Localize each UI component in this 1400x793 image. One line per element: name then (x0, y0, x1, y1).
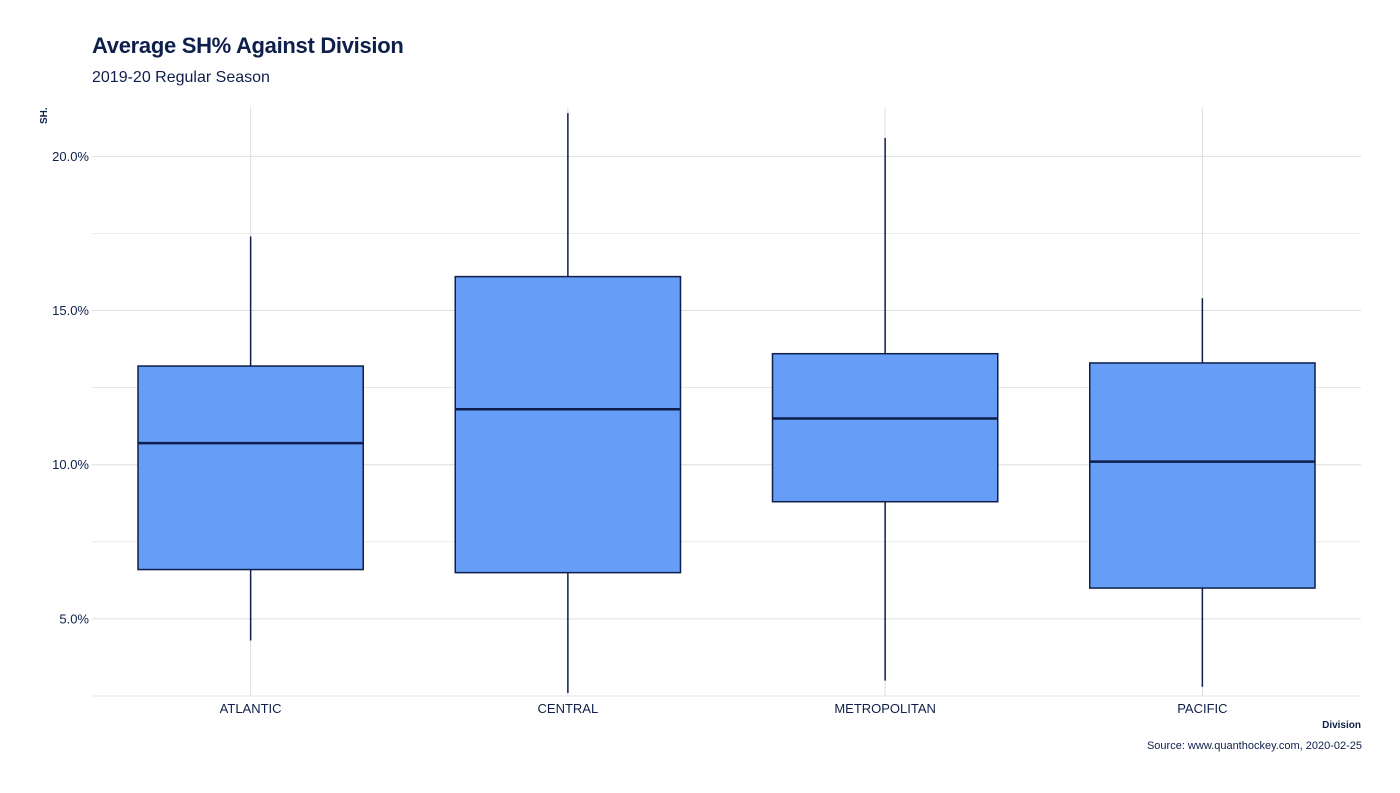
x-tick-label: PACIFIC (1177, 701, 1227, 716)
x-tick-label: CENTRAL (538, 701, 599, 716)
y-axis-title: SH. (39, 107, 50, 124)
y-tick-label: 20.0% (52, 149, 89, 164)
chart-title: Average SH% Against Division (92, 33, 404, 58)
x-tick-label: METROPOLITAN (834, 701, 936, 716)
box-iqr (454, 275, 682, 574)
box-metropolitan (771, 137, 999, 681)
y-tick-label: 10.0% (52, 457, 89, 472)
x-axis-title: Division (1322, 720, 1361, 731)
box-atlantic (137, 236, 364, 641)
y-axis-ticks: 5.0% 10.0% 15.0% 20.0% (52, 149, 89, 627)
x-tick-label: ATLANTIC (220, 701, 282, 716)
box-iqr (137, 365, 364, 571)
box-iqr (771, 352, 999, 503)
box-pacific (1089, 298, 1316, 687)
y-tick-label: 5.0% (59, 611, 89, 626)
box-central (454, 113, 682, 693)
x-axis-ticks: ATLANTIC CENTRAL METROPOLITAN PACIFIC (220, 701, 1228, 716)
chart-subtitle: 2019-20 Regular Season (92, 69, 270, 86)
box-iqr (1089, 362, 1316, 589)
box-series (137, 113, 1316, 693)
chart-caption: Source: www.quanthockey.com, 2020-02-25 (1146, 740, 1362, 752)
y-tick-label: 15.0% (52, 303, 89, 318)
